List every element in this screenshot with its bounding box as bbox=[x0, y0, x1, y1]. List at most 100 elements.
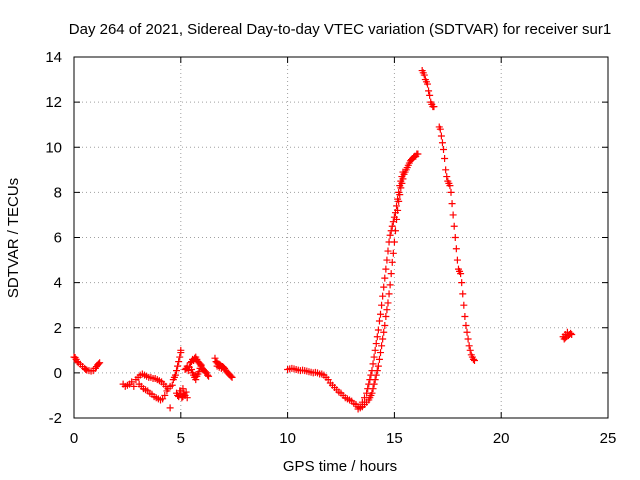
data-point bbox=[460, 301, 468, 309]
data-point bbox=[420, 71, 428, 79]
data-point bbox=[174, 362, 182, 370]
data-point bbox=[368, 367, 376, 375]
x-tick-label: 0 bbox=[70, 430, 78, 447]
data-point bbox=[465, 342, 473, 350]
x-tick-label: 10 bbox=[279, 430, 296, 447]
data-point bbox=[462, 321, 470, 329]
data-point bbox=[436, 125, 444, 133]
data-point bbox=[379, 292, 387, 300]
data-point bbox=[372, 340, 380, 348]
data-point bbox=[174, 391, 182, 399]
data-point bbox=[187, 365, 195, 373]
data-point bbox=[383, 256, 391, 264]
data-point bbox=[166, 404, 174, 412]
data-point bbox=[211, 354, 219, 362]
data-point bbox=[388, 222, 396, 230]
data-point bbox=[82, 365, 90, 373]
data-point bbox=[452, 245, 460, 253]
data-point bbox=[457, 270, 465, 278]
data-point bbox=[130, 382, 138, 390]
data-point bbox=[446, 182, 454, 190]
data-point bbox=[205, 372, 213, 380]
data-point bbox=[384, 247, 392, 255]
data-point bbox=[227, 372, 235, 380]
data-point bbox=[450, 222, 458, 230]
data-point bbox=[196, 364, 204, 372]
data-point bbox=[389, 249, 397, 257]
data-point bbox=[451, 234, 459, 241]
y-tick-label: 10 bbox=[45, 139, 62, 156]
data-point bbox=[385, 290, 393, 298]
data-point bbox=[384, 299, 392, 307]
data-point bbox=[369, 360, 377, 368]
data-point bbox=[388, 258, 396, 266]
data-point bbox=[379, 335, 387, 343]
data-point bbox=[440, 146, 448, 154]
x-tick-label: 15 bbox=[386, 430, 403, 447]
y-tick-label: -2 bbox=[49, 410, 62, 427]
data-point bbox=[449, 211, 457, 219]
data-point bbox=[374, 326, 382, 334]
data-point bbox=[471, 356, 478, 364]
data-point bbox=[365, 380, 373, 388]
data-point bbox=[377, 349, 385, 357]
data-point bbox=[175, 358, 183, 366]
data-point bbox=[375, 355, 383, 363]
data-point bbox=[179, 385, 187, 393]
data-point bbox=[375, 317, 383, 325]
data-point bbox=[358, 398, 366, 406]
data-point bbox=[171, 371, 179, 379]
y-tick-label: 4 bbox=[54, 275, 62, 292]
data-point bbox=[568, 331, 576, 339]
data-point bbox=[459, 290, 467, 298]
data-point bbox=[386, 231, 394, 239]
data-point bbox=[385, 238, 393, 246]
data-point bbox=[441, 155, 449, 163]
data-point bbox=[378, 301, 386, 309]
data-point bbox=[424, 80, 432, 88]
y-axis-label: SDTVAR / TECUs bbox=[5, 178, 22, 298]
data-point bbox=[567, 329, 575, 337]
data-point bbox=[96, 359, 104, 367]
y-tick-label: 0 bbox=[54, 365, 62, 382]
data-point bbox=[425, 87, 433, 95]
axis-ticks: 0 5 10 15 20 25 -2 0 2 4 6 8 10 12 14 bbox=[45, 49, 616, 447]
data-point bbox=[448, 200, 456, 208]
data-point bbox=[176, 353, 184, 361]
data-point bbox=[378, 342, 386, 350]
data-points bbox=[70, 67, 576, 413]
data-point bbox=[453, 256, 461, 264]
grid bbox=[74, 57, 608, 418]
data-point bbox=[370, 353, 378, 361]
data-point bbox=[437, 132, 445, 140]
data-point bbox=[183, 394, 191, 402]
y-tick-label: 2 bbox=[54, 320, 62, 337]
data-point bbox=[391, 209, 399, 217]
y-tick-label: 12 bbox=[45, 94, 62, 111]
data-point bbox=[463, 328, 471, 336]
data-point bbox=[366, 376, 374, 384]
y-tick-label: 6 bbox=[54, 230, 62, 247]
data-point bbox=[396, 182, 404, 190]
data-point bbox=[381, 321, 389, 329]
data-point bbox=[95, 360, 103, 368]
data-point bbox=[414, 150, 422, 158]
data-point bbox=[394, 195, 402, 203]
data-point bbox=[458, 279, 466, 287]
data-point bbox=[397, 177, 405, 185]
y-tick-label: 14 bbox=[45, 49, 62, 66]
data-point bbox=[561, 334, 569, 342]
x-tick-label: 5 bbox=[177, 430, 185, 447]
data-point bbox=[177, 346, 185, 354]
y-tick-label: 8 bbox=[54, 184, 62, 201]
data-point bbox=[466, 346, 474, 354]
data-point bbox=[387, 227, 395, 235]
data-point bbox=[381, 274, 389, 282]
x-tick-label: 20 bbox=[493, 430, 510, 447]
data-point bbox=[197, 361, 205, 369]
x-axis-label: GPS time / hours bbox=[283, 458, 397, 475]
data-point bbox=[430, 103, 438, 111]
data-point bbox=[383, 306, 391, 314]
data-point bbox=[182, 388, 190, 396]
data-point bbox=[393, 202, 401, 210]
